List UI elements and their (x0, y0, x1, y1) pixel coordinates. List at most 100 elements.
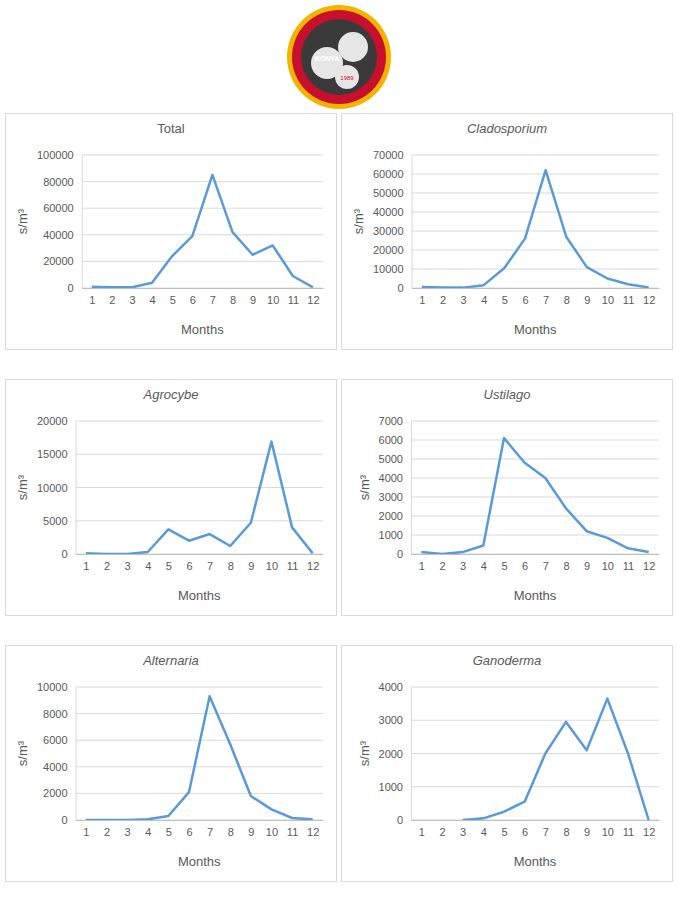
x-tick-label: 2 (104, 826, 110, 838)
y-tick: 20000 (43, 255, 82, 267)
y-axis: 0200040006000800010000 (37, 681, 76, 826)
y-tick: 80000 (43, 176, 82, 188)
chart-title: Cladosporium (467, 121, 547, 136)
x-tick: 12 (643, 288, 655, 306)
x-tick: 5 (170, 288, 176, 306)
x-tick: 8 (563, 820, 569, 838)
y-axis-title: s/m³ (357, 740, 372, 766)
x-tick: 5 (501, 820, 507, 838)
x-tick: 9 (248, 820, 254, 838)
y-axis: 020000400006000080000100000 (37, 149, 82, 294)
y-tick-label: 10000 (37, 681, 68, 693)
x-tick: 7 (543, 820, 549, 838)
plot-area (92, 175, 313, 287)
x-tick: 5 (501, 554, 507, 572)
y-axis-title: s/m³ (357, 474, 372, 500)
x-axis: 123456789101112 (412, 820, 660, 838)
y-tick: 0 (397, 282, 411, 294)
y-tick: 4000 (379, 472, 411, 484)
x-tick: 9 (584, 554, 590, 572)
x-tick-label: 8 (564, 294, 570, 306)
grid-line (411, 478, 659, 479)
x-tick: 4 (481, 288, 487, 306)
y-tick-label: 2000 (379, 510, 403, 522)
x-tick: 4 (481, 820, 487, 838)
x-tick: 9 (584, 288, 590, 306)
x-tick: 1 (83, 554, 89, 572)
x-tick: 3 (129, 288, 135, 306)
logo: KONYA1989 (287, 5, 391, 109)
data-line (86, 442, 313, 554)
y-tick-label: 60000 (373, 168, 404, 180)
x-tick: 8 (230, 288, 236, 306)
data-line (92, 175, 313, 287)
y-tick-label: 1000 (379, 529, 403, 541)
y-tick: 50000 (373, 187, 412, 199)
grid-line (411, 753, 659, 754)
y-axis-line (411, 688, 412, 821)
x-axis-title: Months (178, 854, 221, 869)
y-tick-label: 40000 (373, 206, 404, 218)
y-tick-label: 40000 (43, 229, 74, 241)
chart-panel: 0100002000030000400005000060000700001234… (342, 114, 673, 350)
y-tick-label: 5000 (43, 515, 67, 527)
x-tick: 4 (145, 554, 151, 572)
grid-line (412, 155, 659, 156)
x-tick: 10 (602, 820, 614, 838)
x-tick: 4 (481, 554, 487, 572)
y-tick-label: 15000 (37, 448, 68, 460)
x-tick-label: 12 (307, 294, 319, 306)
y-tick-label: 70000 (373, 149, 404, 161)
x-tick-label: 8 (228, 826, 234, 838)
x-tick-label: 7 (543, 826, 549, 838)
y-tick: 2000 (379, 510, 411, 522)
logo-year: 1989 (340, 75, 354, 81)
x-tick-label: 1 (419, 560, 425, 572)
x-tick-label: 11 (623, 826, 634, 838)
grid-line (412, 250, 659, 251)
y-axis-title: s/m³ (15, 208, 30, 234)
y-axis: 05000100001500020000 (37, 415, 76, 560)
y-tick: 8000 (43, 708, 75, 720)
chart-title: Agrocybe (143, 387, 199, 402)
y-tick-label: 0 (61, 548, 67, 560)
x-tick: 2 (104, 820, 110, 838)
x-tick-label: 3 (129, 294, 135, 306)
x-tick-label: 3 (461, 294, 467, 306)
x-tick: 6 (190, 288, 196, 306)
y-axis-title: s/m³ (351, 208, 366, 234)
data-line (463, 699, 649, 820)
y-tick-label: 60000 (43, 202, 74, 214)
x-tick: 12 (307, 820, 319, 838)
y-tick: 20000 (373, 244, 412, 256)
x-tick: 10 (266, 820, 278, 838)
logo-center (301, 19, 377, 95)
y-tick-label: 5000 (379, 453, 403, 465)
x-tick-label: 1 (419, 294, 425, 306)
x-tick-label: 6 (522, 294, 528, 306)
x-tick-label: 11 (623, 560, 634, 572)
x-tick: 7 (210, 288, 216, 306)
grid-line (411, 459, 659, 460)
grid-line (411, 786, 659, 787)
y-tick: 40000 (43, 229, 82, 241)
x-tick: 10 (602, 554, 614, 572)
y-tick: 5000 (379, 453, 411, 465)
y-tick-label: 1000 (379, 781, 403, 793)
x-tick-label: 5 (501, 560, 507, 572)
x-tick-label: 7 (543, 560, 549, 572)
y-tick: 60000 (43, 202, 82, 214)
x-tick: 12 (307, 288, 319, 306)
x-tick-label: 5 (166, 826, 172, 838)
y-tick-label: 10000 (37, 482, 68, 494)
x-tick-label: 12 (307, 826, 319, 838)
x-tick: 9 (584, 820, 590, 838)
x-tick-label: 10 (602, 294, 614, 306)
x-axis-title: Months (178, 588, 221, 603)
x-tick: 10 (266, 554, 278, 572)
x-tick-label: 4 (481, 560, 487, 572)
x-tick-label: 7 (207, 560, 213, 572)
x-axis: 123456789101112 (82, 288, 323, 306)
chart-title: Ganoderma (473, 653, 542, 668)
x-tick: 1 (419, 554, 425, 572)
